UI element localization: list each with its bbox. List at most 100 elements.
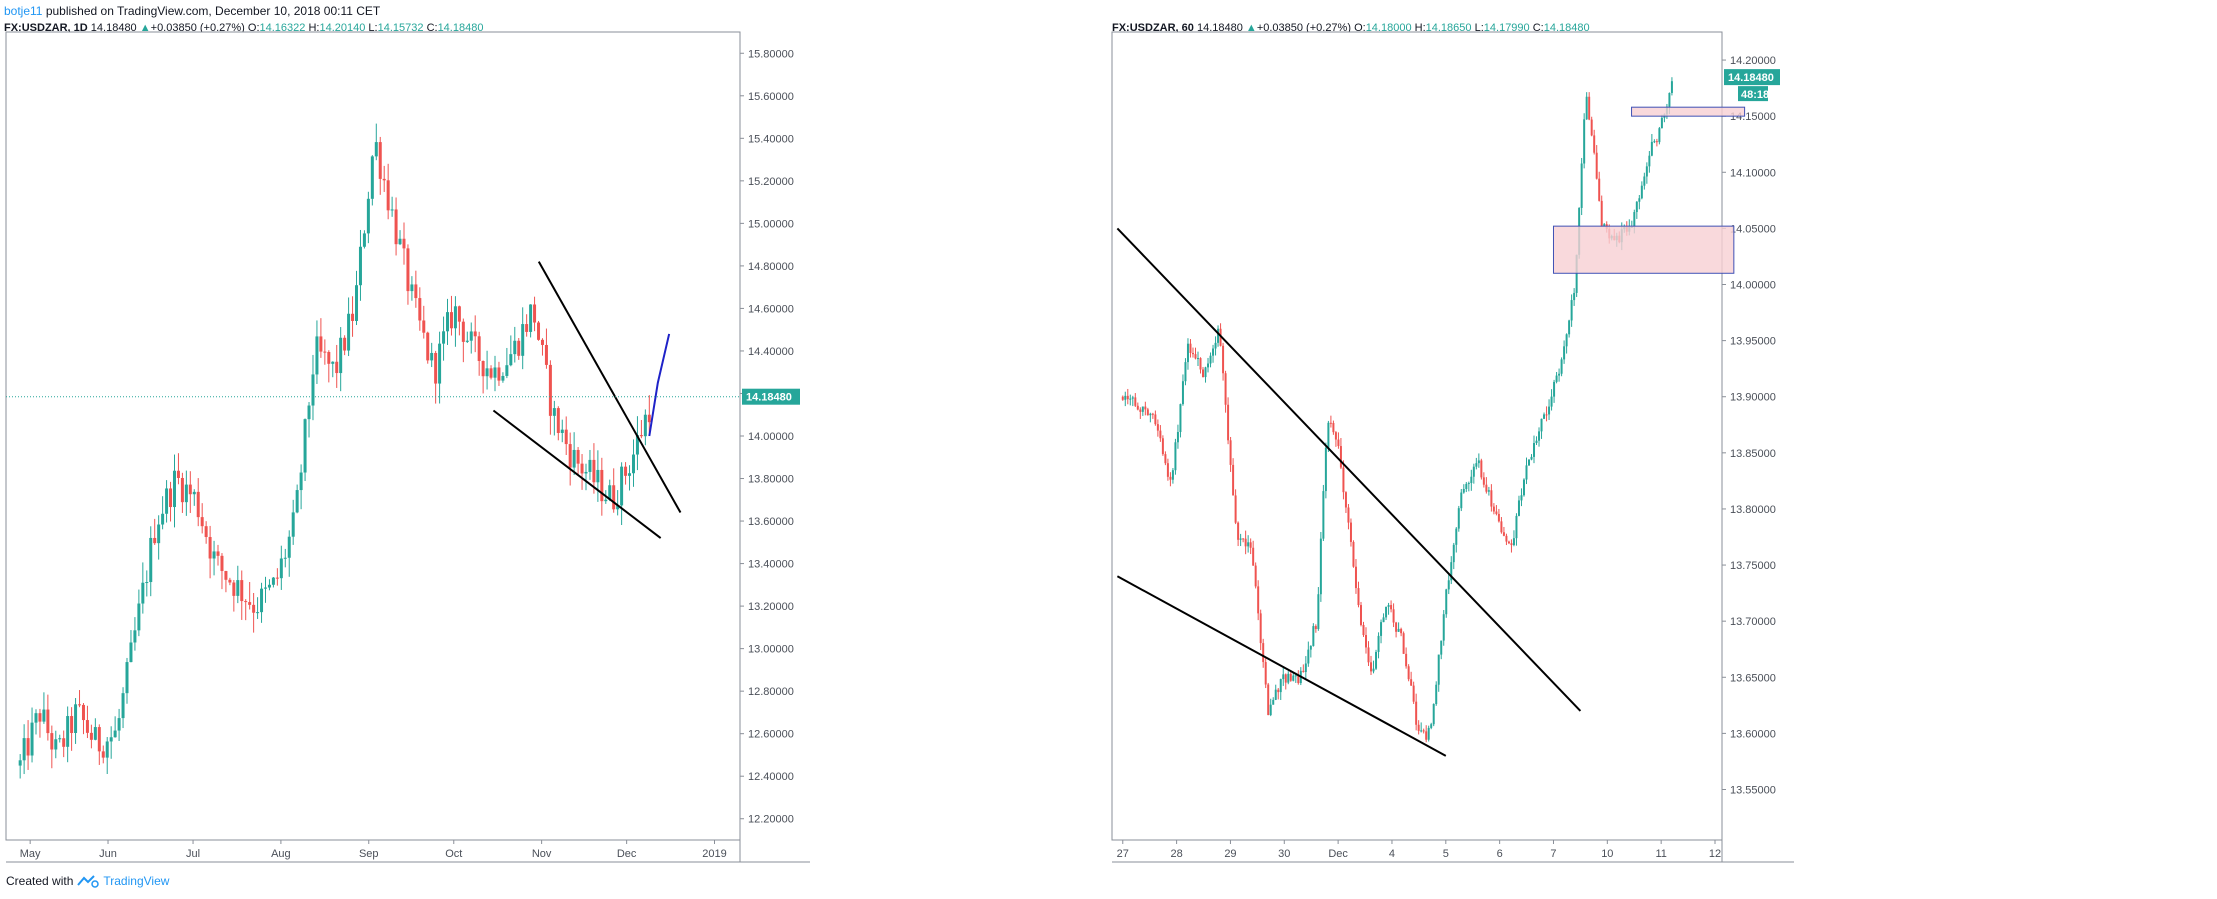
- author-link[interactable]: botje11: [4, 4, 43, 18]
- candle-body: [453, 306, 457, 329]
- candle-body: [1505, 535, 1508, 542]
- x-tick-label: Oct: [445, 848, 462, 860]
- candle-body: [1482, 477, 1485, 485]
- candle-body: [552, 408, 556, 416]
- left-symbol[interactable]: FX:USDZAR, 1D: [4, 22, 88, 34]
- candle-body: [501, 375, 505, 381]
- candle-body: [1176, 432, 1179, 443]
- price-axis[interactable]: 13.55000 13.60000 13.65000 13.70000 13.75000…: [1722, 55, 1776, 797]
- y-tick-label: 13.95000: [1730, 336, 1776, 348]
- candle-body: [1495, 511, 1498, 514]
- candle-body: [406, 248, 410, 292]
- candle-body: [176, 470, 180, 478]
- candle-body: [1515, 515, 1518, 539]
- candle-body: [1558, 373, 1561, 376]
- candle-body: [1234, 495, 1237, 523]
- projection-path[interactable]: [648, 333, 671, 437]
- right-low: 14.17990: [1483, 22, 1530, 34]
- candle-body: [1432, 704, 1435, 725]
- candle-body: [1304, 663, 1307, 673]
- candle-body: [1307, 649, 1310, 664]
- support-zone[interactable]: [1552, 225, 1735, 274]
- candle-body: [1166, 463, 1169, 477]
- candle-body: [402, 238, 406, 249]
- candle-body: [228, 579, 232, 583]
- publish-text: published on TradingView.com, December 1…: [45, 4, 381, 18]
- candle-body: [1337, 439, 1340, 447]
- candle-body: [267, 584, 271, 588]
- trendline[interactable]: [537, 261, 682, 514]
- candle-body: [157, 524, 161, 544]
- support-zone[interactable]: [1631, 106, 1746, 117]
- candle-body: [517, 340, 521, 356]
- y-tick-label: 13.60000: [1730, 728, 1776, 740]
- candle-body: [1204, 367, 1207, 378]
- time-axis[interactable]: 27 28 29 30 Dec 4 5 6 7 10 11 12: [1117, 840, 1721, 860]
- plot-area[interactable]: [5, 31, 741, 841]
- candle-body: [422, 320, 426, 333]
- candle-body: [1342, 467, 1345, 493]
- candle-body: [78, 704, 82, 706]
- candle-body: [1543, 414, 1546, 419]
- candle-body: [343, 337, 347, 351]
- candle-body: [1405, 653, 1408, 667]
- candle-body: [572, 449, 576, 468]
- candle-body: [1365, 635, 1368, 648]
- candle-body: [1184, 362, 1187, 382]
- candle-body: [50, 733, 54, 750]
- candle-body: [1648, 155, 1651, 167]
- candle-body: [366, 198, 370, 234]
- right-low-label: L:: [1474, 22, 1484, 34]
- candle-body: [1655, 141, 1658, 143]
- candle-body: [85, 720, 89, 733]
- candle-body: [1512, 538, 1515, 546]
- price-axis[interactable]: 12.20000 12.40000 12.60000 12.80000 13.00000…: [740, 48, 794, 826]
- candle-body: [260, 588, 264, 613]
- trendline[interactable]: [1116, 227, 1582, 712]
- candle-body: [1349, 522, 1352, 542]
- candle-body: [382, 178, 386, 181]
- right-open: 14.18000: [1365, 22, 1412, 34]
- y-tick-label: 15.20000: [748, 176, 794, 188]
- candle-body: [1407, 666, 1410, 680]
- y-tick-label: 12.60000: [748, 729, 794, 741]
- time-axis[interactable]: May Jun Jul Aug Sep Oct Nov Dec 2019: [20, 840, 727, 860]
- candle-body: [1452, 544, 1455, 563]
- candle-body: [323, 351, 327, 353]
- candle-body: [461, 321, 465, 342]
- right-close-label: C:: [1532, 22, 1544, 34]
- hourly-chart[interactable]: 13.55000 13.60000 13.65000 13.70000 13.75000…: [1111, 31, 1794, 863]
- candle-body: [1455, 528, 1458, 545]
- candle-body: [1467, 483, 1470, 485]
- candle-body: [612, 485, 616, 510]
- candle-body: [180, 477, 184, 503]
- right-symbol[interactable]: FX:USDZAR, 60: [1112, 22, 1194, 34]
- x-tick-label: Dec: [1328, 848, 1348, 860]
- price-tag-label: 14.18480: [746, 392, 792, 404]
- candle-body: [426, 332, 430, 361]
- tradingview-link[interactable]: TradingView: [103, 874, 170, 888]
- candle-body: [1126, 395, 1129, 400]
- candle-body: [1435, 684, 1438, 705]
- candle-body: [153, 537, 157, 544]
- candle-body: [1420, 730, 1423, 732]
- candle-body: [1450, 562, 1453, 581]
- daily-chart[interactable]: 12.20000 12.40000 12.60000 12.80000 13.00000…: [5, 31, 810, 863]
- candle-body: [1500, 521, 1503, 533]
- candle-body: [184, 484, 188, 503]
- trendline[interactable]: [1116, 575, 1447, 757]
- candle-body: [1309, 645, 1312, 650]
- y-tick-label: 13.85000: [1730, 448, 1776, 460]
- trendline[interactable]: [492, 409, 662, 539]
- candle-body: [1588, 96, 1591, 120]
- candle-body: [600, 469, 604, 502]
- candle-body: [1297, 675, 1300, 684]
- x-tick-label: 29: [1224, 848, 1236, 860]
- candle-body: [1465, 483, 1468, 489]
- candle-body: [1568, 320, 1571, 335]
- candle-body: [477, 336, 481, 361]
- candle-body: [1487, 490, 1490, 492]
- candle-body: [1522, 479, 1525, 496]
- candle-body: [220, 555, 224, 572]
